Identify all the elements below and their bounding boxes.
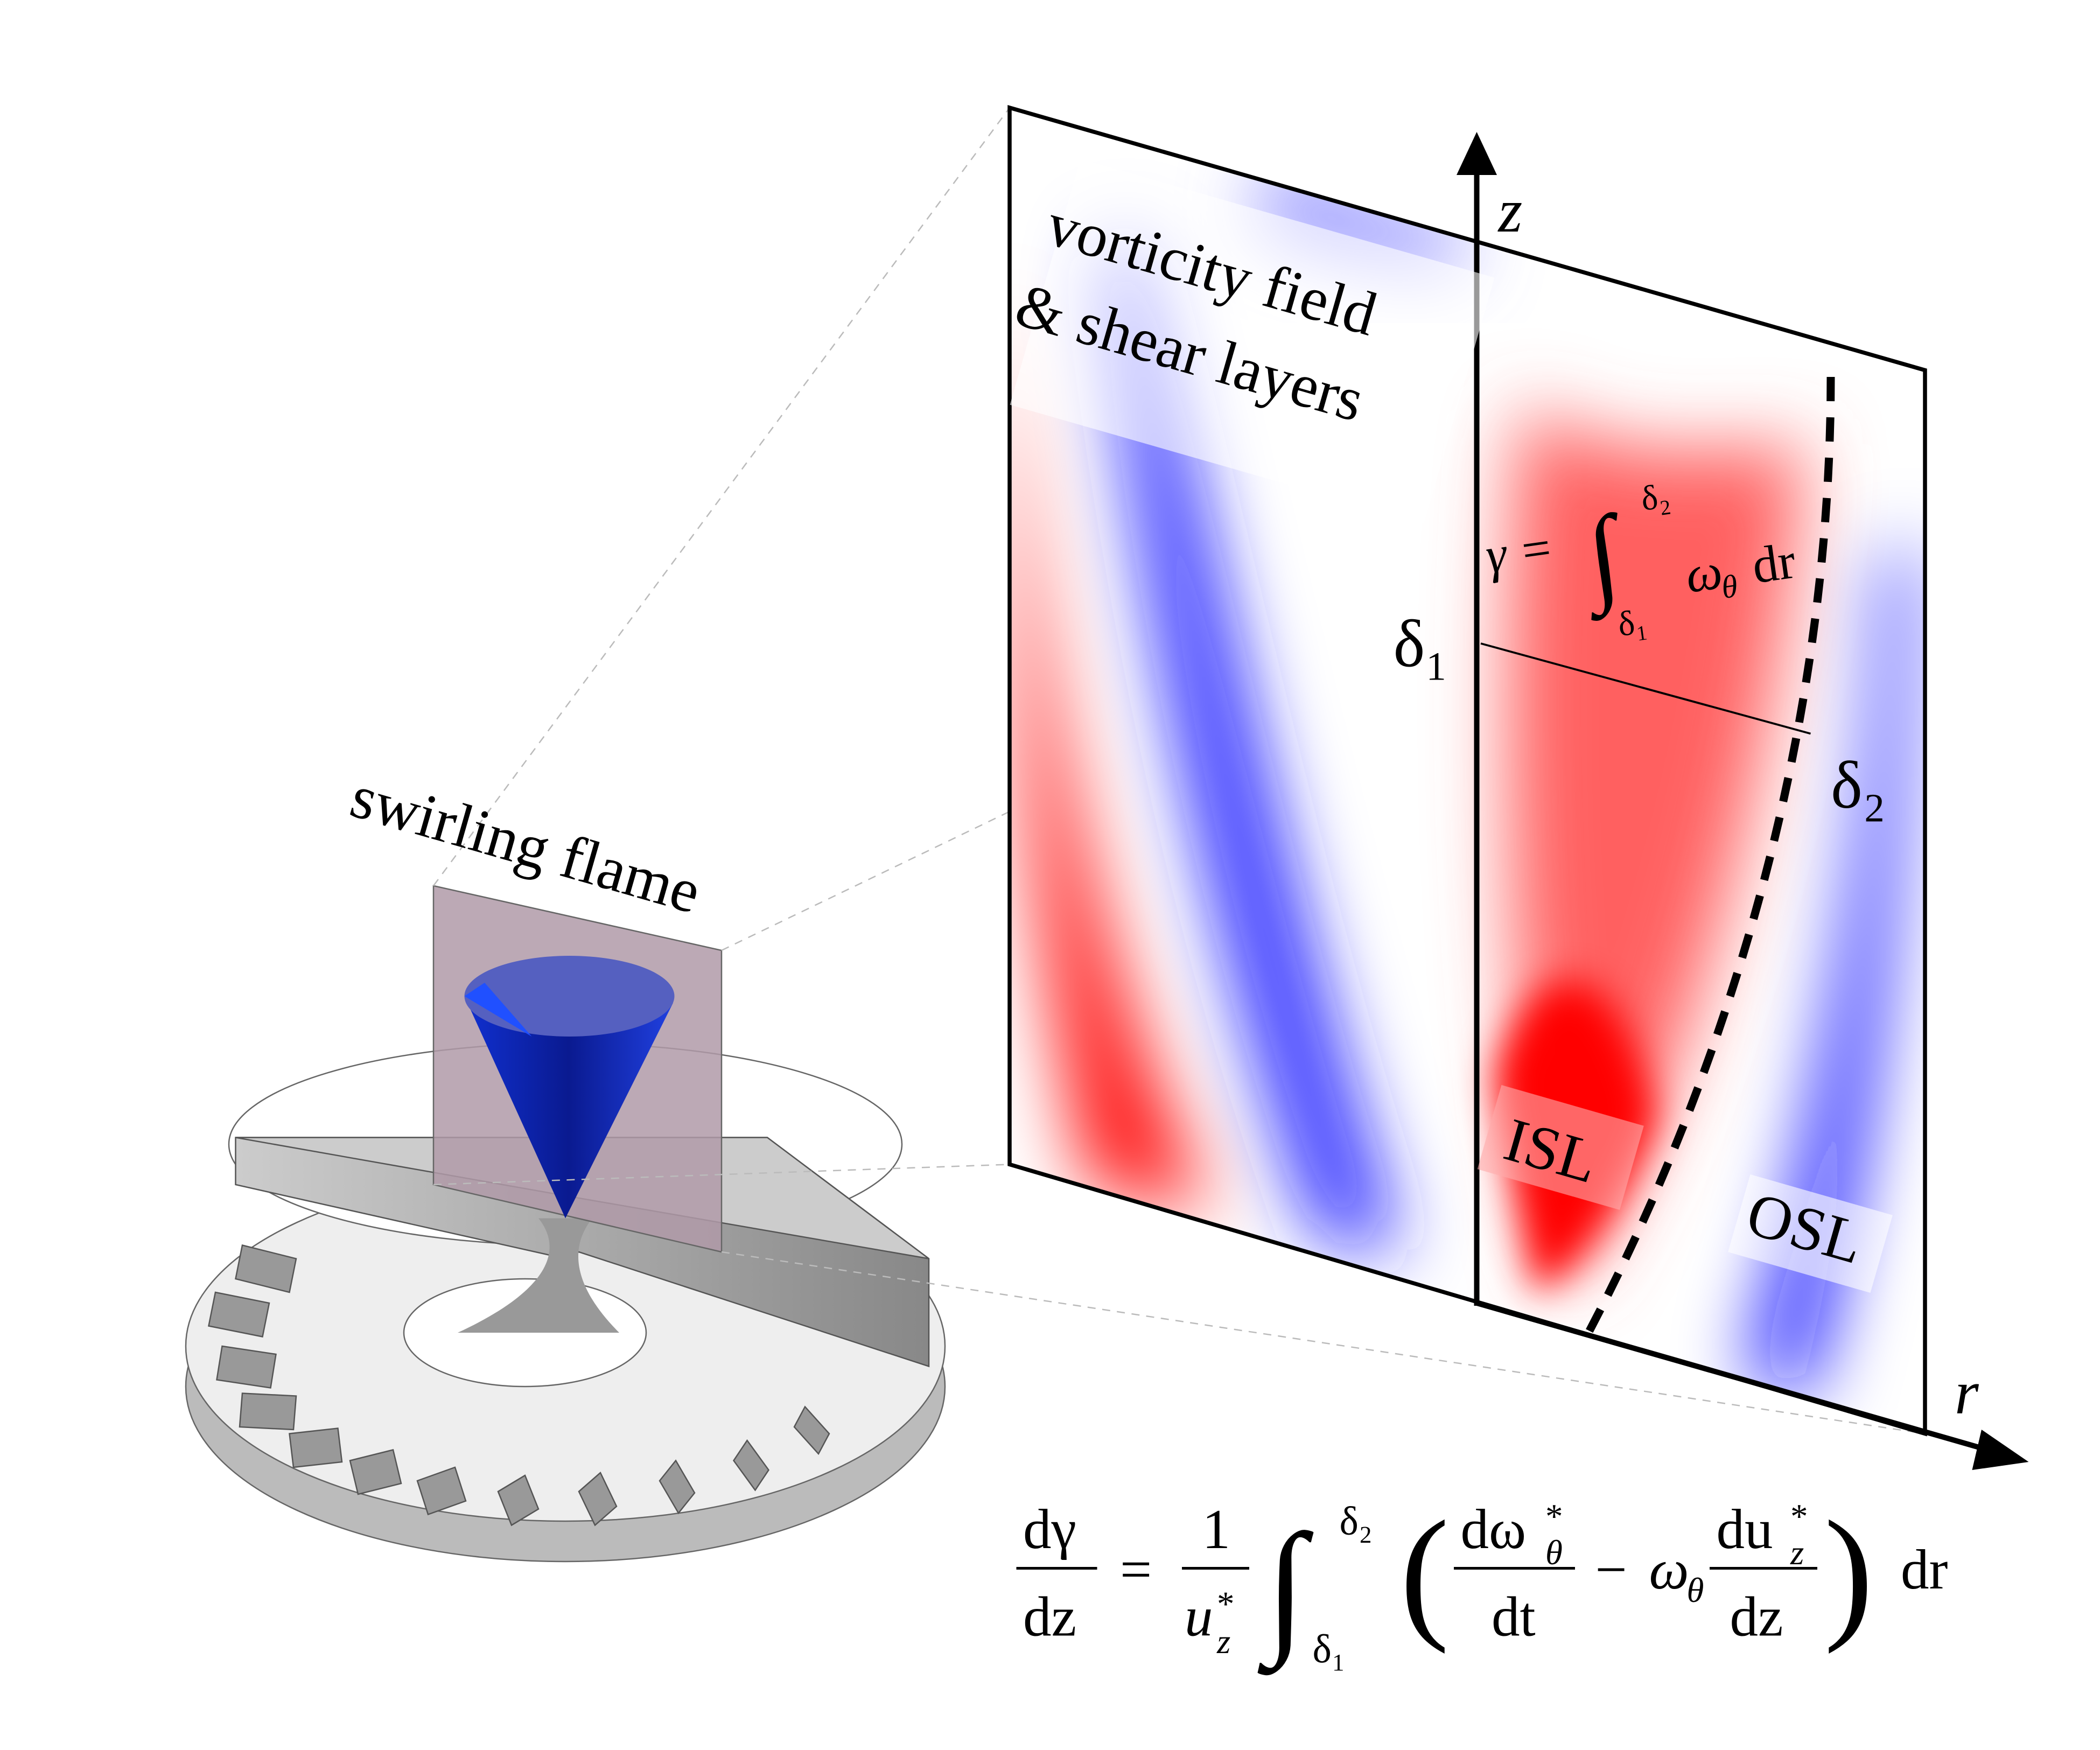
eq-num4sub: z (1790, 1534, 1804, 1572)
eq-upper: δ₂ (1639, 476, 1672, 519)
eq-den4: dz (1730, 1585, 1783, 1648)
eq-num3sub: θ (1545, 1534, 1563, 1572)
label-delta2: δ₂ (1831, 748, 1886, 823)
eq-lower: δ₁ (1313, 1627, 1346, 1672)
eq-rparen: ) (1824, 1491, 1874, 1655)
label-bg (1477, 1085, 1644, 1210)
boundary-curve (1585, 376, 1835, 1335)
eq-integral: ∫ (1256, 1504, 1314, 1677)
eq-num4: du (1717, 1497, 1773, 1560)
eq-lparen: ( (1400, 1491, 1450, 1655)
eq-upper: δ₂ (1340, 1499, 1373, 1544)
eq-num3sup: * (1545, 1497, 1563, 1536)
eq-eq: = (1120, 1538, 1152, 1601)
axis-r: r (1955, 1359, 1979, 1427)
eq-den2sub: z (1216, 1622, 1230, 1661)
eq-den2sup: * (1217, 1585, 1235, 1623)
eq-tail: dr (1901, 1538, 1948, 1601)
eq-den2: u (1185, 1585, 1213, 1648)
label-bg (1010, 159, 1495, 524)
eq-lower: δ₁ (1615, 601, 1649, 644)
main-equation: dγ dz = 1 u z * ∫ δ₂ δ₁ ( dω θ * dt − ω … (1016, 1491, 1948, 1677)
eq-omegasub: θ (1687, 1571, 1704, 1610)
eq-num4sup: * (1790, 1497, 1808, 1536)
label-flame: swirling flame (344, 761, 708, 926)
label-delta1: δ₁ (1394, 607, 1448, 682)
label-bg (1728, 1174, 1893, 1293)
eq-num2: 1 (1202, 1497, 1231, 1560)
eq-minus: − (1595, 1538, 1627, 1601)
eq-den3: dt (1492, 1585, 1536, 1648)
eq-omega: ω (1649, 1538, 1689, 1601)
burner (185, 885, 946, 1563)
eq-lhs: γ = (1482, 519, 1557, 584)
eq-num3: dω (1461, 1497, 1527, 1560)
delta-line (1480, 642, 1811, 735)
axes (1457, 132, 2029, 1470)
eq-num1: dγ (1023, 1497, 1076, 1560)
eq-den1: dz (1023, 1585, 1076, 1648)
axis-z: z (1497, 177, 1523, 245)
eq-tail: dr (1748, 532, 1798, 594)
eq-omega: ω (1682, 542, 1726, 604)
